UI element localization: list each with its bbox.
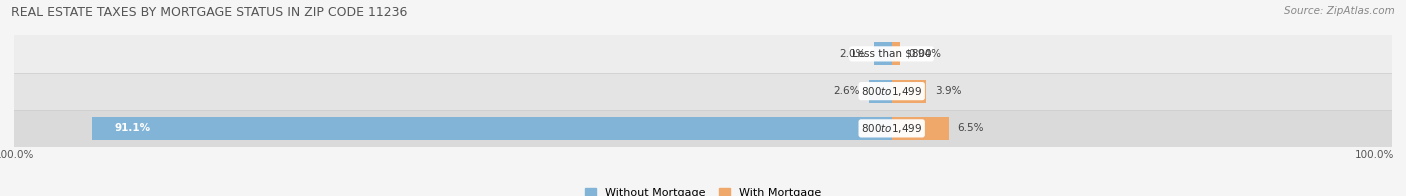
Text: Source: ZipAtlas.com: Source: ZipAtlas.com [1284, 6, 1395, 16]
Text: $800 to $1,499: $800 to $1,499 [860, 122, 922, 135]
Text: $800 to $1,499: $800 to $1,499 [860, 85, 922, 98]
Text: 91.1%: 91.1% [114, 123, 150, 133]
Text: 2.6%: 2.6% [834, 86, 860, 96]
Bar [869, 80, 891, 103]
Text: REAL ESTATE TAXES BY MORTGAGE STATUS IN ZIP CODE 11236: REAL ESTATE TAXES BY MORTGAGE STATUS IN … [11, 6, 408, 19]
Bar [14, 73, 1406, 110]
Bar [891, 80, 927, 103]
Bar [14, 35, 1406, 73]
Bar [14, 110, 1406, 147]
Text: 2.0%: 2.0% [839, 49, 865, 59]
Legend: Without Mortgage, With Mortgage: Without Mortgage, With Mortgage [581, 184, 825, 196]
Text: Less than $800: Less than $800 [852, 49, 931, 59]
Text: 6.5%: 6.5% [957, 123, 984, 133]
Bar [93, 117, 891, 140]
Bar [891, 117, 949, 140]
Bar [891, 42, 900, 65]
Text: 3.9%: 3.9% [935, 86, 962, 96]
Text: 0.94%: 0.94% [908, 49, 942, 59]
Bar [875, 42, 891, 65]
